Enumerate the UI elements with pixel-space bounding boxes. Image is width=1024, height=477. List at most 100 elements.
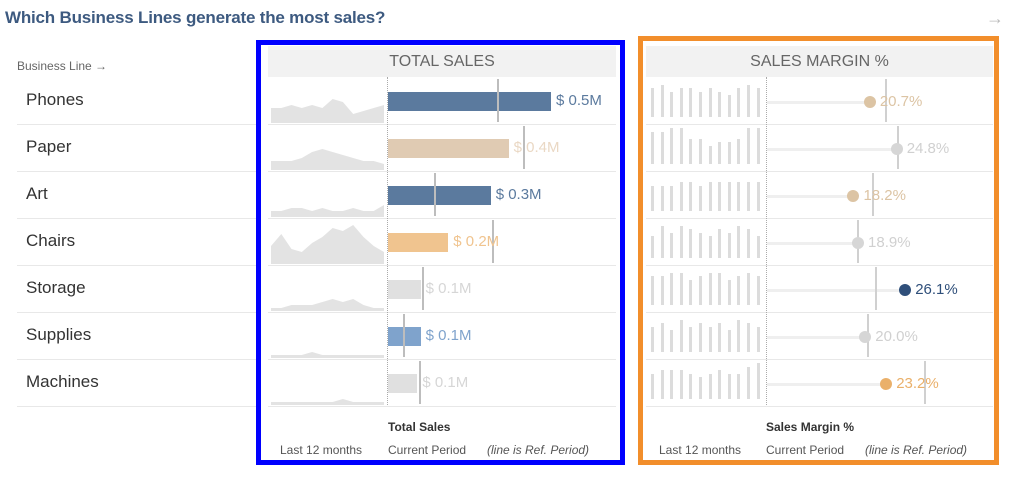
margin-spark-bar: [670, 330, 674, 352]
business-line-name[interactable]: Supplies: [26, 324, 92, 344]
margin-spark-bar: [747, 84, 750, 117]
margin-spark-bar: [756, 128, 760, 164]
margin-spark-bar: [679, 88, 683, 117]
business-line-name[interactable]: Machines: [26, 371, 99, 391]
margin-spark-bar: [660, 225, 664, 258]
margin-spark-bar: [651, 131, 654, 164]
margin-spark-bar: [651, 185, 654, 211]
margin-spark-bar: [689, 279, 693, 305]
margin-spark-bar: [756, 326, 760, 352]
total-sales-footer-note: (line is Ref. Period): [487, 443, 590, 457]
margin-spark-bar: [708, 326, 712, 352]
margin-spark-bar: [718, 91, 722, 117]
margin-ref-line: [875, 267, 878, 310]
margin-axis: [766, 77, 767, 405]
total-sales-footer-mid: Current Period: [388, 443, 467, 457]
margin-spark-bar: [718, 370, 722, 399]
margin-spark-bar: [747, 182, 750, 211]
margin-spark-bar: [670, 272, 674, 305]
sales-ref-line: [523, 126, 526, 169]
margin-lollipop-line: [767, 100, 870, 104]
margin-spark-bar: [660, 323, 664, 352]
sales-sparkline: [271, 205, 384, 217]
margin-value-label: 20.0%: [875, 327, 918, 345]
margin-spark-bar: [708, 146, 712, 164]
business-line-header[interactable]: Business Line →: [17, 59, 108, 73]
sales-margin-panel: [638, 36, 999, 465]
margin-spark-bar: [670, 128, 674, 164]
sales-ref-line: [422, 267, 425, 310]
margin-lollipop-line: [767, 335, 866, 339]
margin-spark-bar: [737, 225, 741, 258]
margin-spark-bar: [679, 319, 683, 352]
business-line-name[interactable]: Chairs: [26, 230, 76, 250]
margin-value-label: 26.1%: [915, 280, 958, 298]
margin-spark-bar: [689, 88, 693, 117]
row-divider: [268, 171, 616, 172]
margin-spark-bar: [651, 276, 654, 305]
margin-spark-bar: [718, 229, 722, 258]
margin-spark-bar: [727, 279, 731, 305]
margin-dot[interactable]: [880, 377, 893, 390]
total-sales-panel: [256, 40, 625, 465]
margin-spark-bar: [727, 330, 731, 352]
margin-spark-bar: [708, 182, 712, 211]
sales-bar[interactable]: [388, 91, 551, 111]
margin-spark-bar: [699, 138, 702, 164]
margin-spark-bar: [670, 185, 674, 211]
margin-spark-bar: [689, 373, 693, 399]
sales-ref-line: [402, 314, 405, 357]
row-divider: [646, 312, 993, 313]
business-line-name[interactable]: Art: [26, 183, 48, 203]
margin-spark-bar: [651, 326, 654, 352]
margin-dot[interactable]: [899, 283, 912, 296]
sales-ref-line: [492, 220, 495, 263]
row-divider: [17, 312, 257, 313]
margin-dot[interactable]: [852, 236, 865, 249]
business-line-name[interactable]: Phones: [26, 89, 84, 109]
margin-spark-bar: [651, 373, 654, 399]
margin-dot[interactable]: [859, 330, 872, 343]
margin-spark-bar: [660, 370, 664, 399]
sales-bar[interactable]: [388, 373, 418, 393]
row-divider: [17, 171, 257, 172]
margin-spark-bar: [737, 276, 741, 305]
sales-bar[interactable]: [388, 279, 421, 299]
sales-value-label: $ 0.4M: [513, 138, 560, 156]
margin-spark-bar: [737, 138, 741, 164]
sales-margin-footer-mid: Current Period: [766, 443, 845, 457]
margin-spark-bar: [689, 229, 693, 258]
sales-sparkline: [271, 399, 384, 405]
margin-spark-bar: [718, 272, 722, 305]
sales-bar[interactable]: [388, 232, 449, 252]
business-line-name[interactable]: Storage: [26, 277, 86, 297]
margin-value-label: 24.8%: [906, 139, 950, 157]
margin-spark-bar: [756, 182, 760, 211]
row-divider: [268, 359, 616, 360]
sales-sparkline: [271, 299, 384, 311]
arrow-right-icon[interactable]: →: [986, 8, 1004, 28]
margin-dot[interactable]: [890, 142, 903, 155]
row-divider: [17, 218, 257, 219]
total-sales-header: TOTAL SALES: [268, 46, 616, 77]
margin-dot[interactable]: [863, 95, 876, 108]
business-line-name[interactable]: Paper: [26, 136, 72, 156]
margin-spark-bar: [670, 91, 674, 117]
margin-spark-bar: [699, 232, 702, 258]
row-divider: [268, 218, 616, 219]
margin-spark-bar: [708, 88, 712, 117]
sales-bar[interactable]: [388, 185, 491, 205]
margin-spark-bar: [660, 185, 664, 211]
margin-spark-bar: [727, 142, 731, 164]
sparkline-area: [271, 225, 384, 264]
margin-spark-bar: [708, 373, 712, 399]
row-divider: [646, 359, 993, 360]
sales-value-label: $ 0.5M: [556, 91, 602, 109]
sales-axis: [387, 77, 388, 405]
margin-spark-bar: [718, 142, 722, 164]
margin-spark-bar: [737, 182, 741, 211]
margin-dot[interactable]: [847, 189, 860, 202]
margin-spark-bar: [727, 373, 731, 399]
margin-value-label: 20.7%: [879, 92, 923, 110]
sales-bar[interactable]: [388, 138, 509, 158]
